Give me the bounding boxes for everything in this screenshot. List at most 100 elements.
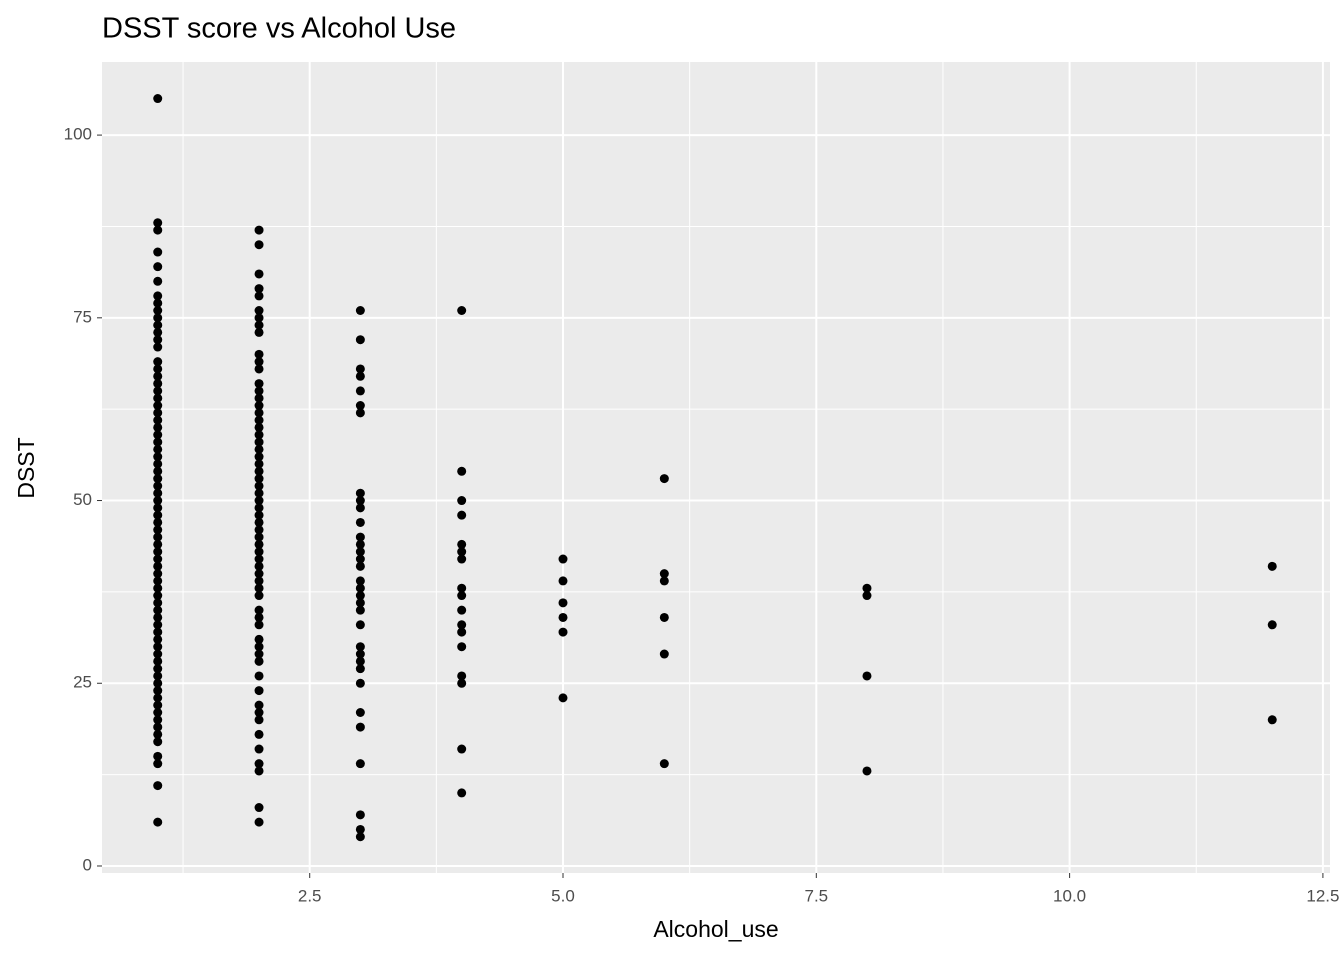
point	[659, 474, 669, 484]
point	[355, 517, 365, 527]
point	[1267, 715, 1277, 725]
point	[254, 327, 264, 337]
point	[254, 422, 264, 432]
point	[457, 510, 467, 520]
point	[355, 547, 365, 557]
point	[254, 744, 264, 754]
point	[254, 569, 264, 579]
point	[153, 262, 163, 272]
point	[153, 598, 163, 608]
point	[153, 247, 163, 257]
point	[254, 634, 264, 644]
chart-title: DSST score vs Alcohol Use	[102, 13, 456, 45]
point	[153, 576, 163, 586]
point	[355, 576, 365, 586]
point	[254, 488, 264, 498]
point	[254, 386, 264, 396]
point	[153, 335, 163, 345]
point	[355, 707, 365, 717]
point	[153, 503, 163, 513]
point	[457, 788, 467, 798]
point	[153, 817, 163, 827]
point	[153, 759, 163, 769]
point	[153, 327, 163, 337]
point	[153, 452, 163, 462]
point	[153, 422, 163, 432]
point	[153, 737, 163, 747]
point	[153, 313, 163, 323]
point	[153, 532, 163, 542]
point	[153, 481, 163, 491]
point	[254, 620, 264, 630]
point	[558, 612, 568, 622]
x-tick-label: 2.5	[298, 886, 322, 905]
point	[153, 466, 163, 476]
point	[153, 525, 163, 535]
point	[659, 759, 669, 769]
point	[153, 357, 163, 367]
point	[254, 466, 264, 476]
point	[355, 503, 365, 513]
y-tick-label: 75	[73, 307, 92, 326]
point	[558, 598, 568, 608]
y-tick-label: 50	[73, 490, 92, 509]
point	[153, 547, 163, 557]
point	[153, 291, 163, 301]
point	[558, 693, 568, 703]
point	[254, 452, 264, 462]
point	[457, 605, 467, 615]
point	[153, 664, 163, 674]
point	[153, 276, 163, 286]
point	[862, 766, 872, 776]
point	[153, 678, 163, 688]
point	[254, 686, 264, 696]
point	[254, 532, 264, 542]
point	[254, 393, 264, 403]
point	[355, 810, 365, 820]
point	[153, 437, 163, 447]
point	[153, 386, 163, 396]
point	[254, 715, 264, 725]
point	[355, 335, 365, 345]
point	[153, 605, 163, 615]
point	[254, 357, 264, 367]
point	[153, 561, 163, 571]
point	[254, 656, 264, 666]
point	[659, 576, 669, 586]
point	[355, 591, 365, 601]
point	[457, 547, 467, 557]
point	[153, 408, 163, 418]
point	[254, 225, 264, 235]
point	[355, 722, 365, 732]
point	[153, 510, 163, 520]
point	[254, 415, 264, 425]
point	[558, 554, 568, 564]
point	[153, 620, 163, 630]
point	[254, 576, 264, 586]
point	[254, 408, 264, 418]
point	[254, 547, 264, 557]
point	[862, 671, 872, 681]
point	[457, 306, 467, 316]
point	[153, 686, 163, 696]
point	[254, 474, 264, 484]
point	[153, 364, 163, 374]
point	[457, 554, 467, 564]
x-axis-label: Alcohol_use	[653, 916, 778, 942]
point	[254, 707, 264, 717]
point	[153, 642, 163, 652]
point	[153, 430, 163, 440]
point	[254, 349, 264, 359]
point	[254, 766, 264, 776]
point	[355, 306, 365, 316]
point	[254, 591, 264, 601]
point	[153, 393, 163, 403]
point	[355, 386, 365, 396]
point	[254, 306, 264, 316]
point	[355, 598, 365, 608]
y-tick-label: 25	[73, 673, 92, 692]
point	[153, 415, 163, 425]
point	[254, 642, 264, 652]
point	[254, 817, 264, 827]
